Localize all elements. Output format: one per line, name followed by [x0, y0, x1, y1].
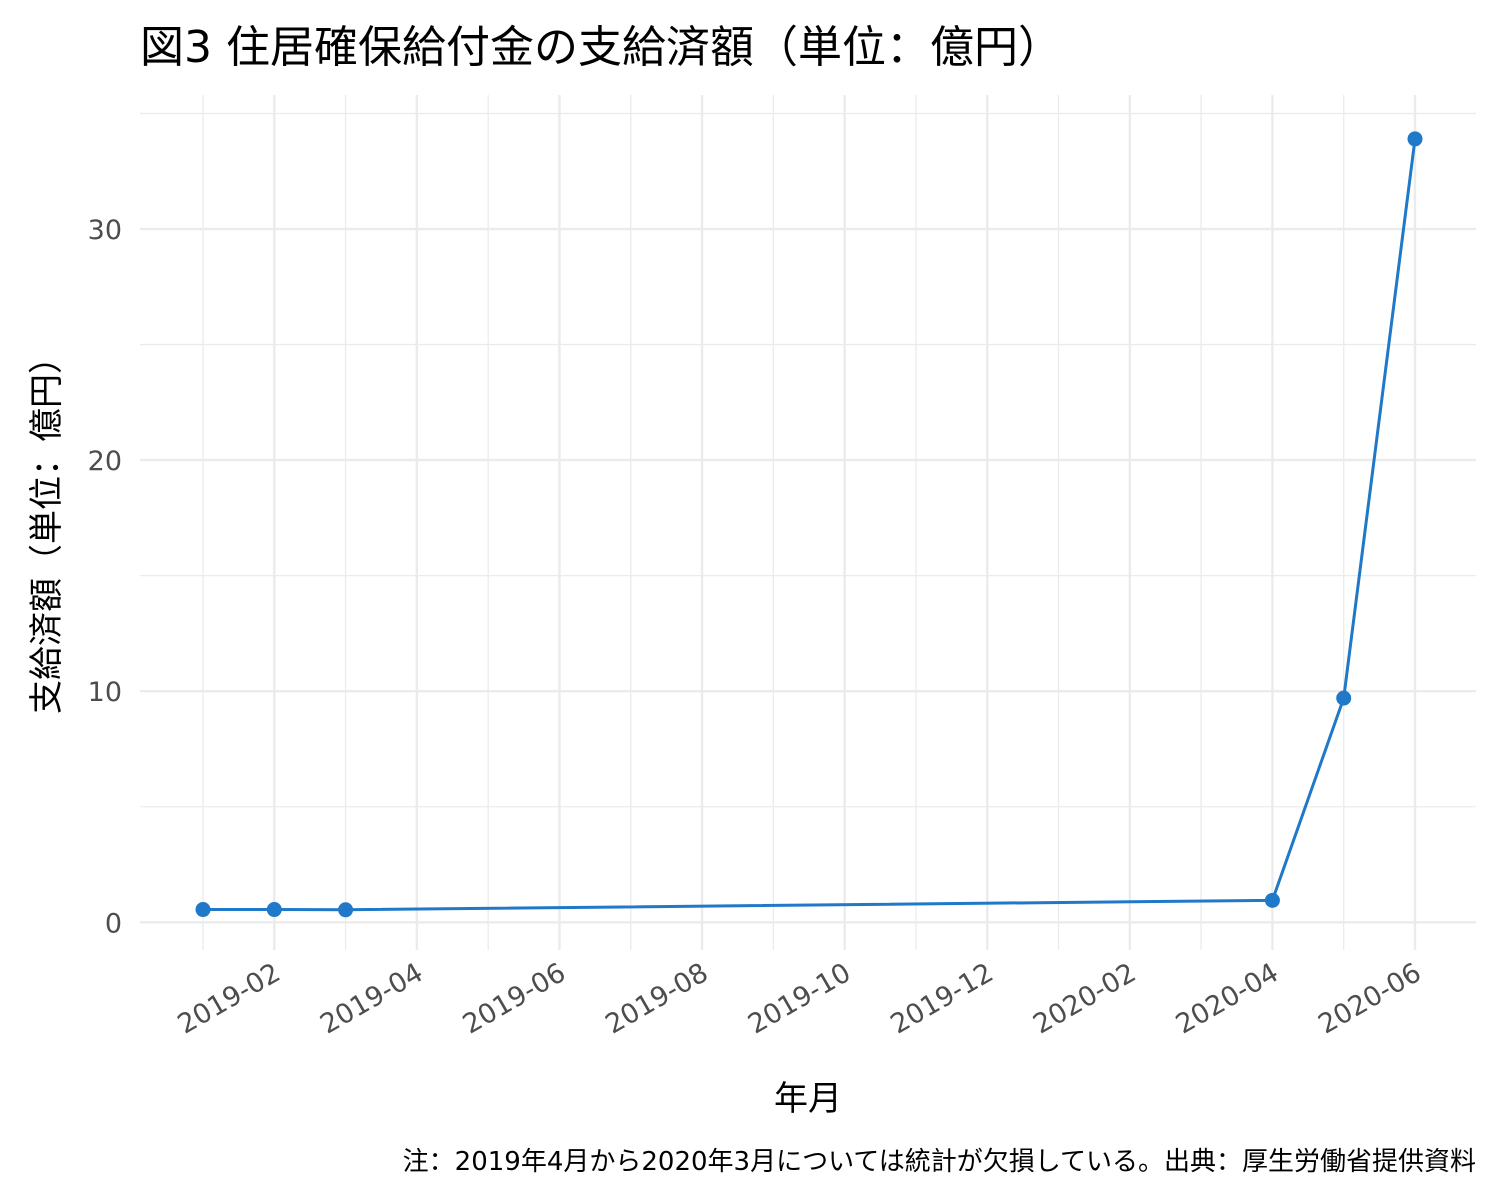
x-tick-label: 2020-02 [1028, 957, 1141, 1040]
data-point [1336, 691, 1351, 706]
x-tick-label: 2019-04 [315, 957, 428, 1040]
x-tick-label: 2019-06 [458, 957, 571, 1040]
data-point [1408, 131, 1423, 146]
x-tick-label: 2019-08 [600, 957, 713, 1040]
y-tick-label: 20 [88, 446, 122, 477]
data-point [267, 902, 282, 917]
y-axis-ticks: 0 10 20 30 [88, 215, 122, 939]
data-point [338, 902, 353, 917]
y-tick-label: 10 [88, 677, 122, 708]
series-line [203, 139, 1415, 910]
y-axis-title: 支給済額（単位：億円） [27, 340, 67, 714]
y-tick-label: 30 [88, 215, 122, 246]
data-point [1265, 893, 1280, 908]
x-tick-label: 2019-10 [743, 957, 856, 1040]
chart-title: 図3 住居確保給付金の支給済額（単位：億円） [140, 22, 1062, 73]
x-tick-label: 2020-04 [1171, 957, 1284, 1040]
data-point [196, 902, 211, 917]
gridlines [140, 95, 1476, 950]
source-note: 注：2019年4月から2020年3月については統計が欠損している。出典：厚生労働… [403, 1147, 1476, 1177]
data-series [196, 131, 1423, 917]
x-axis-title: 年月 [774, 1079, 842, 1119]
y-tick-label: 0 [105, 908, 122, 939]
x-tick-label: 2019-02 [173, 957, 286, 1040]
x-tick-label: 2020-06 [1313, 957, 1426, 1040]
x-axis-ticks: 2019-02 2019-04 2019-06 2019-08 2019-10 2019-… [173, 957, 1427, 1040]
x-tick-label: 2019-12 [886, 957, 999, 1040]
